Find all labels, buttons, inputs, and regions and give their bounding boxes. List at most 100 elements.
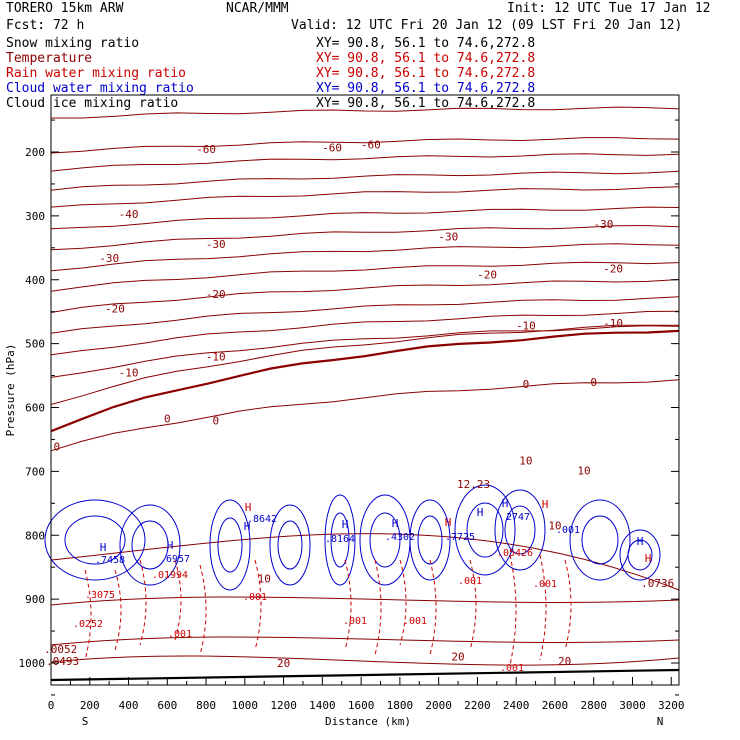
high-mark: H [542,498,549,511]
cloud-water-contour [269,504,311,586]
isotherm-label: -30 [438,230,458,243]
rain-contour [199,564,207,656]
valid-time: Valid: 12 UTC Fri 20 Jan 12 (09 LST Fri … [291,18,683,33]
cloud-water-contour [494,489,546,571]
isotherm-line [50,310,680,356]
center-label: NCAR/MMM [226,1,289,16]
isotherm-label: -60 [322,142,342,155]
annotation-label: .0493 [46,655,79,668]
field-xy: XY= 90.8, 56.1 to 74.6,272.8 [316,96,536,111]
cloud-water-contour [454,484,516,576]
rain-label: .05426 [497,548,533,559]
isotherm-line [50,206,680,230]
y-tick-label: 500 [25,338,45,351]
isotherm-label: 20 [451,651,464,664]
y-axis-title: Pressure (hPa) [4,344,17,437]
isotherm-label: 0 [523,378,530,391]
cloud-water-contour [581,515,619,565]
rain-contour [174,559,182,641]
x-end-left: S [82,715,89,728]
cloud-water-contour [44,499,146,581]
field-xy: XY= 90.8, 56.1 to 74.6,272.8 [316,51,536,66]
rain-label: .001 [458,576,482,587]
isotherm-line [50,596,680,606]
x-tick-label: 3000 [619,699,646,712]
isotherm-label: 0 [590,376,597,389]
isotherm-label: -30 [593,218,613,231]
model-title: TORERO 15km ARW [6,1,124,16]
isotherm-label: -10 [516,320,536,333]
cloud-water-contour [330,512,350,568]
rain-label: .01994 [152,570,188,581]
high-mark: H [245,501,252,514]
rain-contour [139,559,147,646]
isotherm-line [50,243,680,272]
y-tick-label: 400 [25,274,45,287]
x-tick-label: 2800 [580,699,607,712]
isotherm-line [50,636,680,646]
y-tick-label: 1000 [19,657,46,670]
rain-label: .001 [343,616,367,627]
isotherm-line [51,106,680,119]
isotherm-label: -20 [206,288,226,301]
x-tick-label: 2200 [464,699,491,712]
isotherm-line [50,296,680,334]
rain-contour [84,569,92,661]
isotherm-line [50,329,680,433]
x-tick-label: 1800 [387,699,414,712]
field-xy: XY= 90.8, 56.1 to 74.6,272.8 [316,66,536,81]
isotherm-line [50,153,680,172]
rain-label: .001 [168,629,192,640]
rain-contour [429,559,437,656]
rain-label: .3075 [85,590,115,601]
field-label: Cloud water mixing ratio [6,81,194,96]
isotherm-label: 10 [519,455,532,468]
hydrometeor-contours [44,484,661,666]
cloud-water-contour [619,529,661,581]
isotherm-line [50,186,680,208]
high-mark: H [445,516,452,529]
isotherm-label: -10 [603,317,623,330]
rain-label: .001 [500,663,524,674]
cloud-water-label: .7458 [95,555,125,566]
x-tick-label: 1400 [309,699,336,712]
y-tick-label: 700 [25,465,45,478]
x-tick-label: 3200 [658,699,685,712]
field-label: Rain water mixing ratio [6,66,187,81]
cloud-water-contour [466,502,504,558]
cloud-water-label: .6957 [160,554,190,565]
cloud-water-label: .001 [556,525,580,536]
ground-line [50,668,680,682]
isotherm-label: -20 [477,269,497,282]
annotation-label: .0052 [44,643,77,656]
high-mark: H [645,552,652,565]
cloud-water-contour [277,520,303,570]
isotherm-label: -10 [119,366,139,379]
isotherm-label: 20 [558,655,571,668]
rain-contour [254,559,262,651]
isotherm-line [50,324,679,405]
cloud-water-label: 2747 [506,512,530,523]
field-xy: XY= 90.8, 56.1 to 74.6,272.8 [316,36,536,51]
x-tick-label: 200 [80,699,100,712]
y-tick-label: 300 [25,210,45,223]
isotherm-line [50,170,680,191]
isotherm-label: -30 [206,238,226,251]
isotherm-label: -60 [196,143,216,156]
high-mark: H [637,535,644,548]
isotherm-line [50,655,680,666]
isotherm-label: -10 [206,350,226,363]
rain-contour [399,559,407,646]
isotherm-line [50,261,680,292]
isotherm-label: 20 [277,657,290,670]
cloud-water-contour [627,539,653,571]
cloud-water-contour [417,515,443,565]
isotherm-line [50,225,680,251]
isotherm-label: 0 [212,414,219,427]
cloud-water-label: .4302 [385,532,415,543]
contour-labels: -60 -60 -60 -40 -30 -30 -30 -30 -20 -20 -20 -20 -10 -… [44,138,674,674]
isotherm-line [50,325,680,378]
cloud-water-contour [324,494,356,586]
rain-label: .001 [243,592,267,603]
